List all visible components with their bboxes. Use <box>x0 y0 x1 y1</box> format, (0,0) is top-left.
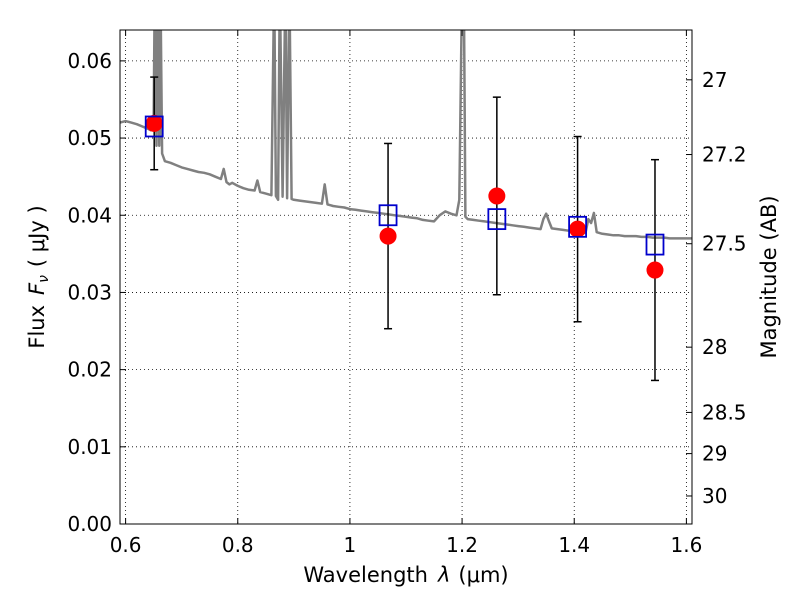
observed-point <box>380 228 396 244</box>
y-tick-label: 0.01 <box>67 435 112 459</box>
y-tick-label: 0.04 <box>67 203 112 227</box>
y2-axis-label: Magnitude (AB) <box>757 195 781 358</box>
y-axis-label: FluxFν( μJy ) <box>25 205 52 348</box>
y2-tick-label: 28.5 <box>702 400 747 424</box>
y-tick-label: 0.00 <box>67 512 112 536</box>
x-tick-label: 1.6 <box>670 533 702 557</box>
observed-point <box>570 221 586 237</box>
y-tick-label: 0.05 <box>67 126 112 150</box>
y-tick-label: 0.06 <box>67 49 112 73</box>
x-tick-label: 0.6 <box>110 533 142 557</box>
y2-tick-label: 27.2 <box>702 143 747 167</box>
y2-tick-label: 30 <box>702 484 727 508</box>
y2-tick-label: 29 <box>702 442 727 466</box>
spectrum-chart: 0.6 0.8 1 1.2 1.4 1.6 0.00 0.01 0.02 0.03 0.04 0.05… <box>0 0 800 600</box>
y2-tick-label: 27.5 <box>702 232 747 256</box>
x-tick-label: 1.2 <box>446 533 478 557</box>
y2-tick-label: 28 <box>702 335 727 359</box>
y-tick-label: 0.02 <box>67 358 112 382</box>
plot-background <box>120 30 692 524</box>
y-tick-label: 0.03 <box>67 280 112 304</box>
x-axis-label: Wavelength λ (μm) <box>303 563 508 587</box>
x-tick-label: 0.8 <box>222 533 254 557</box>
x-tick-label: 1 <box>344 533 357 557</box>
observed-point <box>489 188 505 204</box>
x-tick-label: 1.4 <box>558 533 590 557</box>
y2-tick-label: 27 <box>702 68 727 92</box>
observed-point <box>146 115 162 131</box>
observed-point <box>647 262 663 278</box>
